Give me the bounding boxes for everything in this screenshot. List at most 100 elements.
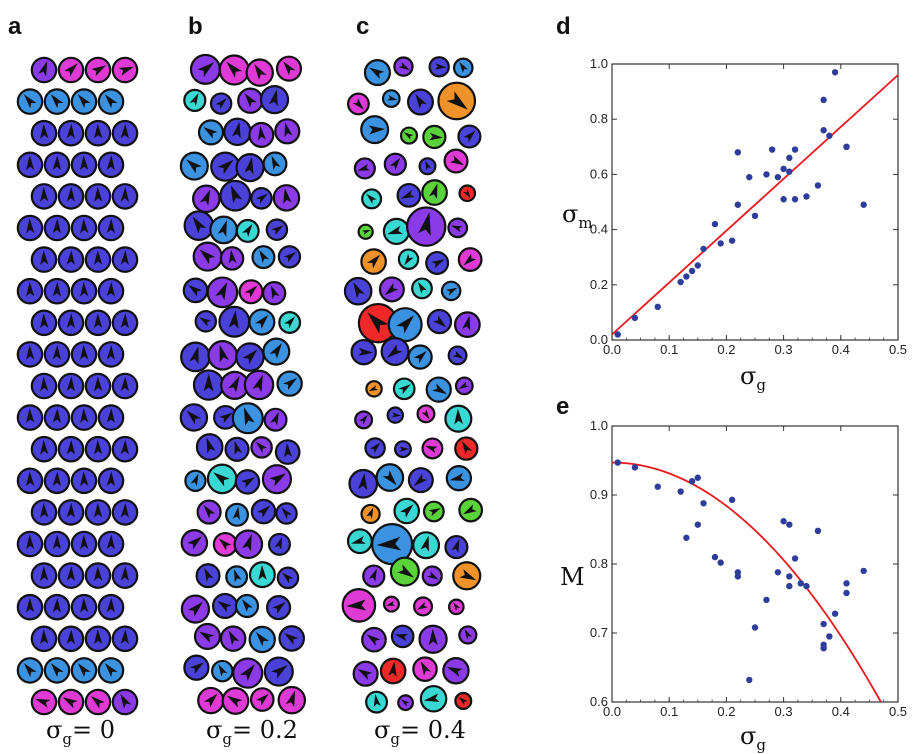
cell <box>278 625 306 652</box>
panel-letter-e: e <box>556 393 569 420</box>
cell <box>380 337 410 367</box>
cell <box>111 246 139 273</box>
y-tick-label: 0.6 <box>590 694 608 709</box>
cell <box>421 437 444 460</box>
cell <box>84 562 112 589</box>
cell <box>261 464 293 495</box>
cell <box>180 529 209 557</box>
data-point <box>843 143 850 150</box>
data-point <box>780 165 787 173</box>
cell <box>262 337 291 366</box>
cell <box>225 565 249 589</box>
cell <box>457 124 482 149</box>
data-point <box>677 488 684 495</box>
cell <box>458 625 478 645</box>
data-point <box>786 573 793 580</box>
cell <box>224 436 250 462</box>
cell <box>84 499 112 526</box>
cell <box>425 376 452 403</box>
cell <box>43 530 71 558</box>
cell <box>250 498 277 525</box>
data-point <box>831 610 839 617</box>
data-point <box>654 303 661 311</box>
data-point <box>860 567 867 575</box>
cell <box>30 372 58 400</box>
cell <box>454 311 481 339</box>
y-tick-label: 0.2 <box>590 277 608 292</box>
panel-letter-c: c <box>356 13 369 40</box>
cell <box>183 654 210 681</box>
chart-e-ylabel-sym: M <box>560 563 585 591</box>
cell <box>193 622 222 650</box>
cell <box>43 341 71 368</box>
data-point <box>803 193 810 200</box>
cell <box>248 561 276 589</box>
cell-lattice-b <box>179 53 307 715</box>
cell <box>182 277 209 304</box>
cell <box>16 277 44 305</box>
cell <box>393 497 420 525</box>
data-point <box>791 555 799 562</box>
cell <box>70 467 98 495</box>
data-point <box>780 196 787 203</box>
data-point <box>763 171 770 178</box>
cell <box>16 151 44 179</box>
cell <box>194 310 218 333</box>
x-tick-label: 0.2 <box>717 704 735 719</box>
caption-c-sym: σ <box>374 716 390 744</box>
data-point <box>843 580 850 587</box>
cell <box>393 440 412 459</box>
caption-b-value: = 0.2 <box>232 716 298 744</box>
cell <box>416 404 436 424</box>
caption-a-value: = 0 <box>72 716 115 744</box>
cell <box>84 119 112 147</box>
cell <box>237 87 264 114</box>
cell <box>111 435 139 463</box>
caption-c: σg= 0.4 <box>374 716 466 748</box>
data-point <box>814 527 822 535</box>
cell <box>197 686 225 715</box>
cell <box>16 341 44 368</box>
panel-letter-a: a <box>8 13 22 40</box>
cell <box>16 214 44 242</box>
data-point <box>677 278 684 286</box>
cell <box>43 88 71 115</box>
cell <box>249 687 275 712</box>
x-tick-label: 0.4 <box>832 342 850 357</box>
data-point <box>717 559 724 566</box>
cell <box>248 121 275 148</box>
cell <box>57 562 85 589</box>
cell <box>452 561 482 591</box>
cell <box>218 305 251 338</box>
cell <box>97 277 125 305</box>
cell <box>209 215 239 245</box>
cell <box>421 565 443 587</box>
x-tick-label: 0.4 <box>832 704 850 719</box>
cell <box>353 157 376 180</box>
cell <box>97 341 125 368</box>
cell <box>57 119 85 147</box>
cell <box>452 57 474 79</box>
cell <box>219 625 247 652</box>
cell <box>111 372 139 400</box>
cell <box>248 625 276 654</box>
x-tick-label: 0.3 <box>775 342 793 357</box>
data-point <box>711 553 719 561</box>
data-point <box>820 127 827 134</box>
cell <box>418 157 437 176</box>
panel-letter-b: b <box>188 13 203 40</box>
cell <box>192 184 221 214</box>
cell <box>84 372 112 400</box>
cell <box>179 151 209 181</box>
data-point <box>780 518 787 525</box>
cell <box>411 277 433 300</box>
cell <box>225 502 250 527</box>
data-point <box>826 633 833 640</box>
data-point <box>746 173 753 181</box>
cell <box>210 151 241 182</box>
data-point <box>683 273 690 280</box>
cell <box>238 279 264 305</box>
x-tick-label: 0.2 <box>717 342 735 357</box>
cell <box>382 595 400 613</box>
cell <box>111 688 139 716</box>
